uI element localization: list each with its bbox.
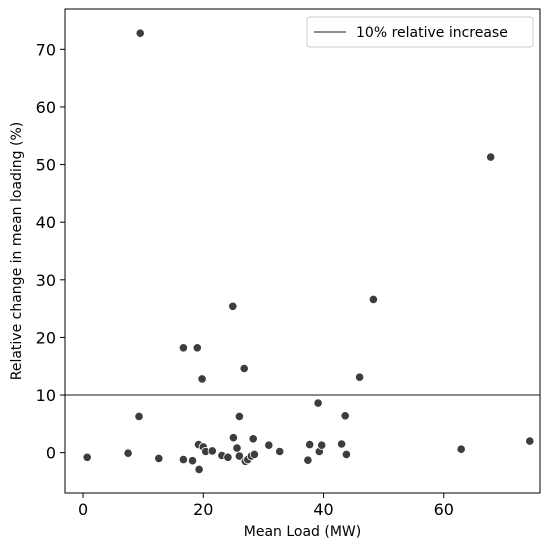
data-point (228, 433, 238, 443)
axis-ticks-layer: 0 20 40 60 0 10 20 30 40 50 60 70 (36, 40, 454, 519)
data-point (178, 343, 188, 353)
x-tick-label: 0 (78, 500, 88, 519)
data-point (134, 411, 144, 421)
y-tick-label: 40 (36, 213, 56, 232)
data-point (223, 452, 233, 462)
data-point (456, 444, 466, 454)
data-point (207, 446, 217, 456)
data-point (234, 451, 244, 461)
x-tick-label: 60 (434, 500, 454, 519)
data-point (486, 152, 496, 162)
data-point (135, 28, 145, 38)
data-point (232, 443, 242, 453)
data-point (317, 440, 327, 450)
data-point (192, 343, 202, 353)
x-tick-label: 40 (313, 500, 333, 519)
data-point (82, 452, 92, 462)
data-point (525, 436, 535, 446)
y-tick-label: 70 (36, 40, 56, 59)
data-point (275, 446, 285, 457)
data-point (228, 301, 238, 311)
y-tick-label: 20 (36, 328, 56, 347)
data-point (197, 374, 207, 384)
data-point (154, 453, 164, 463)
data-point (336, 439, 347, 449)
data-point (239, 363, 249, 374)
y-tick-label: 10 (36, 386, 56, 405)
data-point (123, 448, 133, 458)
data-point (248, 434, 258, 444)
data-point (178, 454, 188, 465)
data-point (313, 398, 323, 408)
y-axis-label: Relative change in mean loading (%) (9, 122, 25, 381)
legend: 10% relative increase (306, 16, 534, 48)
x-axis-label: Mean Load (MW) (244, 524, 361, 540)
legend-box (306, 16, 534, 48)
data-point (187, 456, 198, 466)
data-point (303, 455, 313, 465)
data-point (249, 449, 259, 459)
data-point (234, 411, 244, 421)
legend-entry-label: 10% relative increase (356, 25, 508, 41)
x-tick-label: 20 (193, 500, 213, 519)
y-tick-label: 60 (36, 98, 56, 117)
data-point (341, 449, 351, 459)
data-point (354, 372, 365, 382)
y-tick-label: 50 (36, 156, 56, 175)
data-points-layer (82, 28, 535, 474)
y-tick-label: 30 (36, 271, 56, 290)
data-point (305, 439, 315, 450)
data-point (368, 294, 378, 304)
plot-frame (64, 8, 541, 494)
y-tick-label: 0 (46, 444, 56, 463)
data-point (264, 440, 274, 450)
data-point (340, 411, 350, 421)
data-point (194, 464, 204, 474)
